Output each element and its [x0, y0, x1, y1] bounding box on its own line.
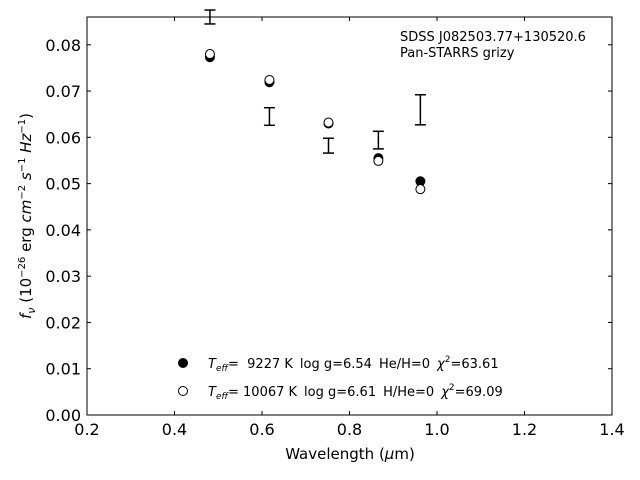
data-point-open [323, 117, 334, 128]
error-bar [372, 130, 384, 150]
y-tick-label: 0.02 [45, 313, 81, 332]
x-tick-label: 0.2 [74, 420, 99, 439]
y-tick-label: 0.03 [45, 267, 81, 286]
y-tick-label: 0.05 [45, 175, 81, 194]
legend-marker-open [178, 386, 188, 396]
y-tick-label: 0.07 [45, 82, 81, 101]
legend-marker-filled [178, 358, 188, 368]
x-axis-label: Wavelength (μm) [285, 445, 415, 463]
x-tick-label: 0.6 [249, 420, 274, 439]
errorbar-layer [204, 9, 426, 154]
x-tick-label: 0.4 [162, 420, 187, 439]
plot-frame [86, 16, 613, 416]
y-tick-label: 0.00 [45, 406, 81, 425]
y-tick-label: 0.08 [45, 36, 81, 55]
data-point-open [373, 155, 384, 166]
error-bar [263, 106, 275, 127]
error-bar [414, 93, 426, 126]
x-tick-label: 0.8 [337, 420, 362, 439]
data-point-open [204, 49, 215, 60]
annotation-survey: Pan-STARRS grizy [400, 46, 515, 61]
x-tick-label: 1.4 [599, 420, 624, 439]
x-tick-label: 1.2 [512, 420, 537, 439]
y-tick-label: 0.06 [45, 128, 81, 147]
points-layer [204, 49, 426, 195]
y-tick-label: 0.01 [45, 360, 81, 379]
annotation-object-name: SDSS J082503.77+130520.6 [400, 30, 586, 45]
error-bar [323, 137, 334, 154]
data-point-open [415, 184, 426, 195]
y-tick-label: 0.04 [45, 221, 81, 240]
ticks-layer: 0.2 0.4 0.6 0.8 1.0 1.2 1.4 0.00 0.01 0.02 0.03 0.0… [45, 17, 625, 439]
data-point-open [264, 74, 275, 85]
x-tick-label: 1.0 [424, 420, 449, 439]
y-axis-label: fν (10−26 erg cm−2 s−1 Hz−1) [17, 113, 38, 319]
